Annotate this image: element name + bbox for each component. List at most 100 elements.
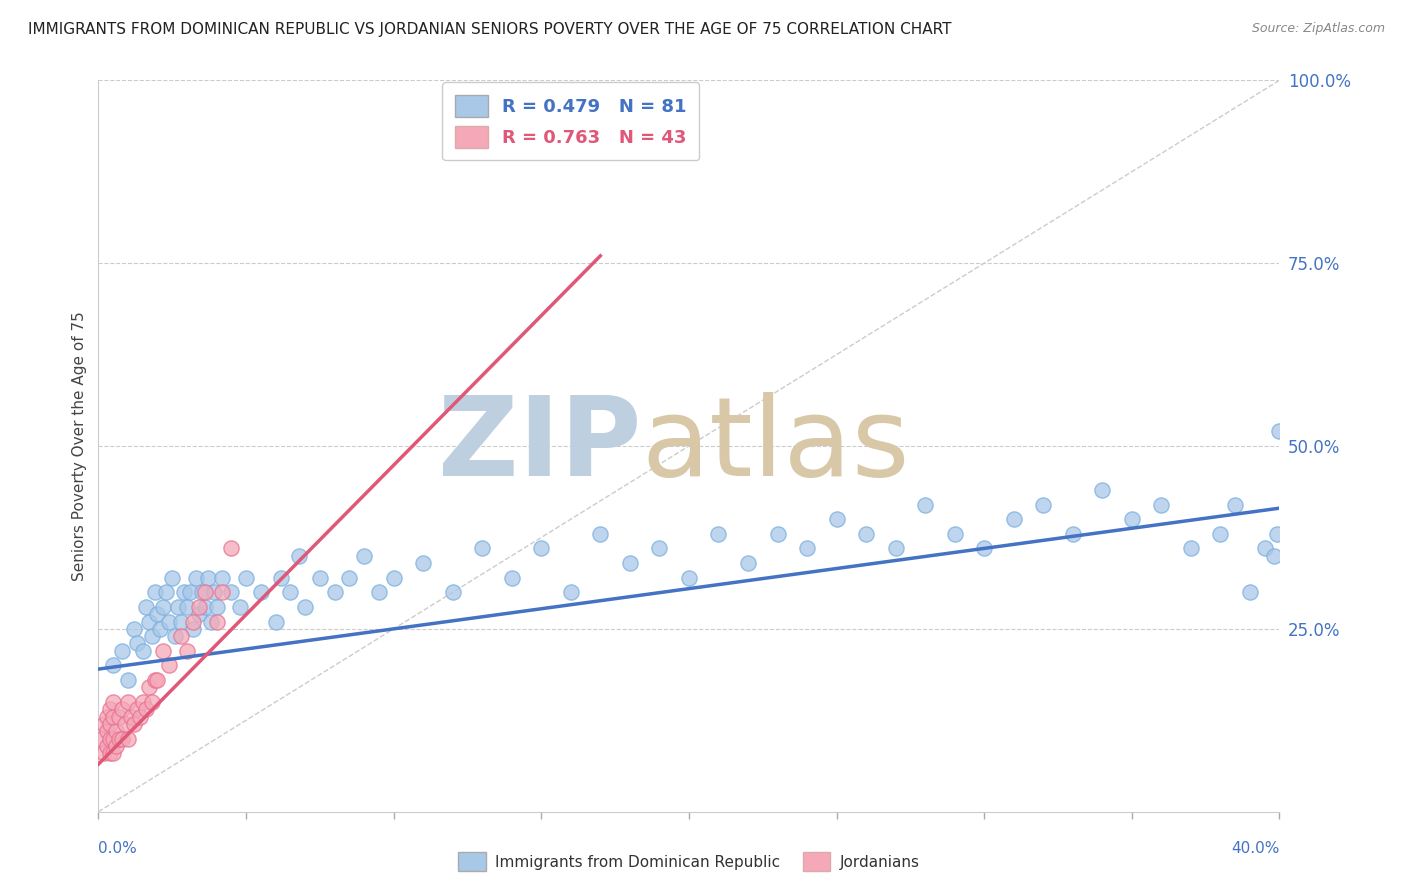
Point [98, 746, 121, 760]
Point [181, 615, 204, 629]
Point [412, 556, 434, 570]
Point [619, 556, 641, 570]
Point [501, 571, 523, 585]
Point [93, 717, 115, 731]
Point [90, 731, 112, 746]
Point [187, 607, 209, 622]
Point [202, 585, 225, 599]
Point [270, 571, 292, 585]
Point [211, 585, 233, 599]
Point [125, 702, 148, 716]
Point [229, 599, 252, 614]
Point [93, 746, 115, 760]
Point [264, 615, 287, 629]
Point [1150, 498, 1173, 512]
Point [973, 541, 995, 556]
Text: ZIP: ZIP [439, 392, 641, 500]
Point [143, 585, 166, 599]
Point [103, 658, 125, 673]
Point [211, 571, 233, 585]
Point [191, 585, 214, 599]
Point [111, 731, 134, 746]
Point [135, 702, 157, 716]
Point [766, 526, 789, 541]
Text: Source: ZipAtlas.com: Source: ZipAtlas.com [1251, 22, 1385, 36]
Point [219, 541, 242, 556]
Point [141, 695, 163, 709]
Point [120, 709, 142, 723]
Point [205, 599, 228, 614]
Point [167, 599, 190, 614]
Point [96, 739, 118, 753]
Point [1062, 526, 1084, 541]
Point [205, 615, 228, 629]
Point [149, 622, 172, 636]
Point [1263, 549, 1285, 563]
Point [157, 658, 180, 673]
Point [884, 541, 907, 556]
Point [1209, 526, 1232, 541]
Point [648, 541, 671, 556]
Point [1239, 585, 1261, 599]
Point [105, 724, 128, 739]
Point [96, 709, 118, 723]
Point [1121, 512, 1143, 526]
Point [441, 585, 464, 599]
Point [855, 526, 877, 541]
Text: atlas: atlas [641, 392, 910, 500]
Point [157, 615, 180, 629]
Point [173, 585, 195, 599]
Point [678, 571, 700, 585]
Text: IMMIGRANTS FROM DOMINICAN REPUBLIC VS JORDANIAN SENIORS POVERTY OVER THE AGE OF : IMMIGRANTS FROM DOMINICAN REPUBLIC VS JO… [28, 22, 952, 37]
Point [170, 615, 193, 629]
Point [105, 739, 128, 753]
Point [1002, 512, 1025, 526]
Point [98, 717, 121, 731]
Point [250, 585, 273, 599]
Legend: Immigrants from Dominican Republic, Jordanians: Immigrants from Dominican Republic, Jord… [453, 847, 925, 877]
Point [181, 622, 204, 636]
Point [278, 585, 302, 599]
Point [368, 585, 391, 599]
Point [294, 599, 316, 614]
Point [103, 746, 125, 760]
Point [471, 541, 494, 556]
Point [111, 644, 134, 658]
Point [560, 585, 582, 599]
Point [194, 585, 217, 599]
Point [337, 571, 360, 585]
Y-axis label: Seniors Poverty Over the Age of 75: Seniors Poverty Over the Age of 75 [72, 311, 87, 581]
Point [152, 599, 174, 614]
Point [138, 681, 160, 695]
Point [382, 571, 405, 585]
Point [200, 615, 222, 629]
Point [707, 526, 730, 541]
Point [103, 709, 125, 723]
Point [1223, 498, 1246, 512]
Point [98, 702, 121, 716]
Point [796, 541, 818, 556]
Point [914, 498, 936, 512]
Point [530, 541, 553, 556]
Point [117, 731, 139, 746]
Point [1032, 498, 1054, 512]
Point [737, 556, 759, 570]
Point [184, 571, 207, 585]
Point [1091, 483, 1114, 497]
Point [108, 709, 131, 723]
Point [122, 622, 145, 636]
Point [135, 599, 157, 614]
Point [825, 512, 848, 526]
Point [176, 644, 198, 658]
Text: 40.0%: 40.0% [1232, 841, 1279, 856]
Point [96, 724, 118, 739]
Point [353, 549, 375, 563]
Point [235, 571, 257, 585]
Point [111, 702, 134, 716]
Point [117, 695, 139, 709]
Point [194, 599, 217, 614]
Point [103, 695, 125, 709]
Point [152, 644, 174, 658]
Point [155, 585, 177, 599]
Point [143, 673, 166, 687]
